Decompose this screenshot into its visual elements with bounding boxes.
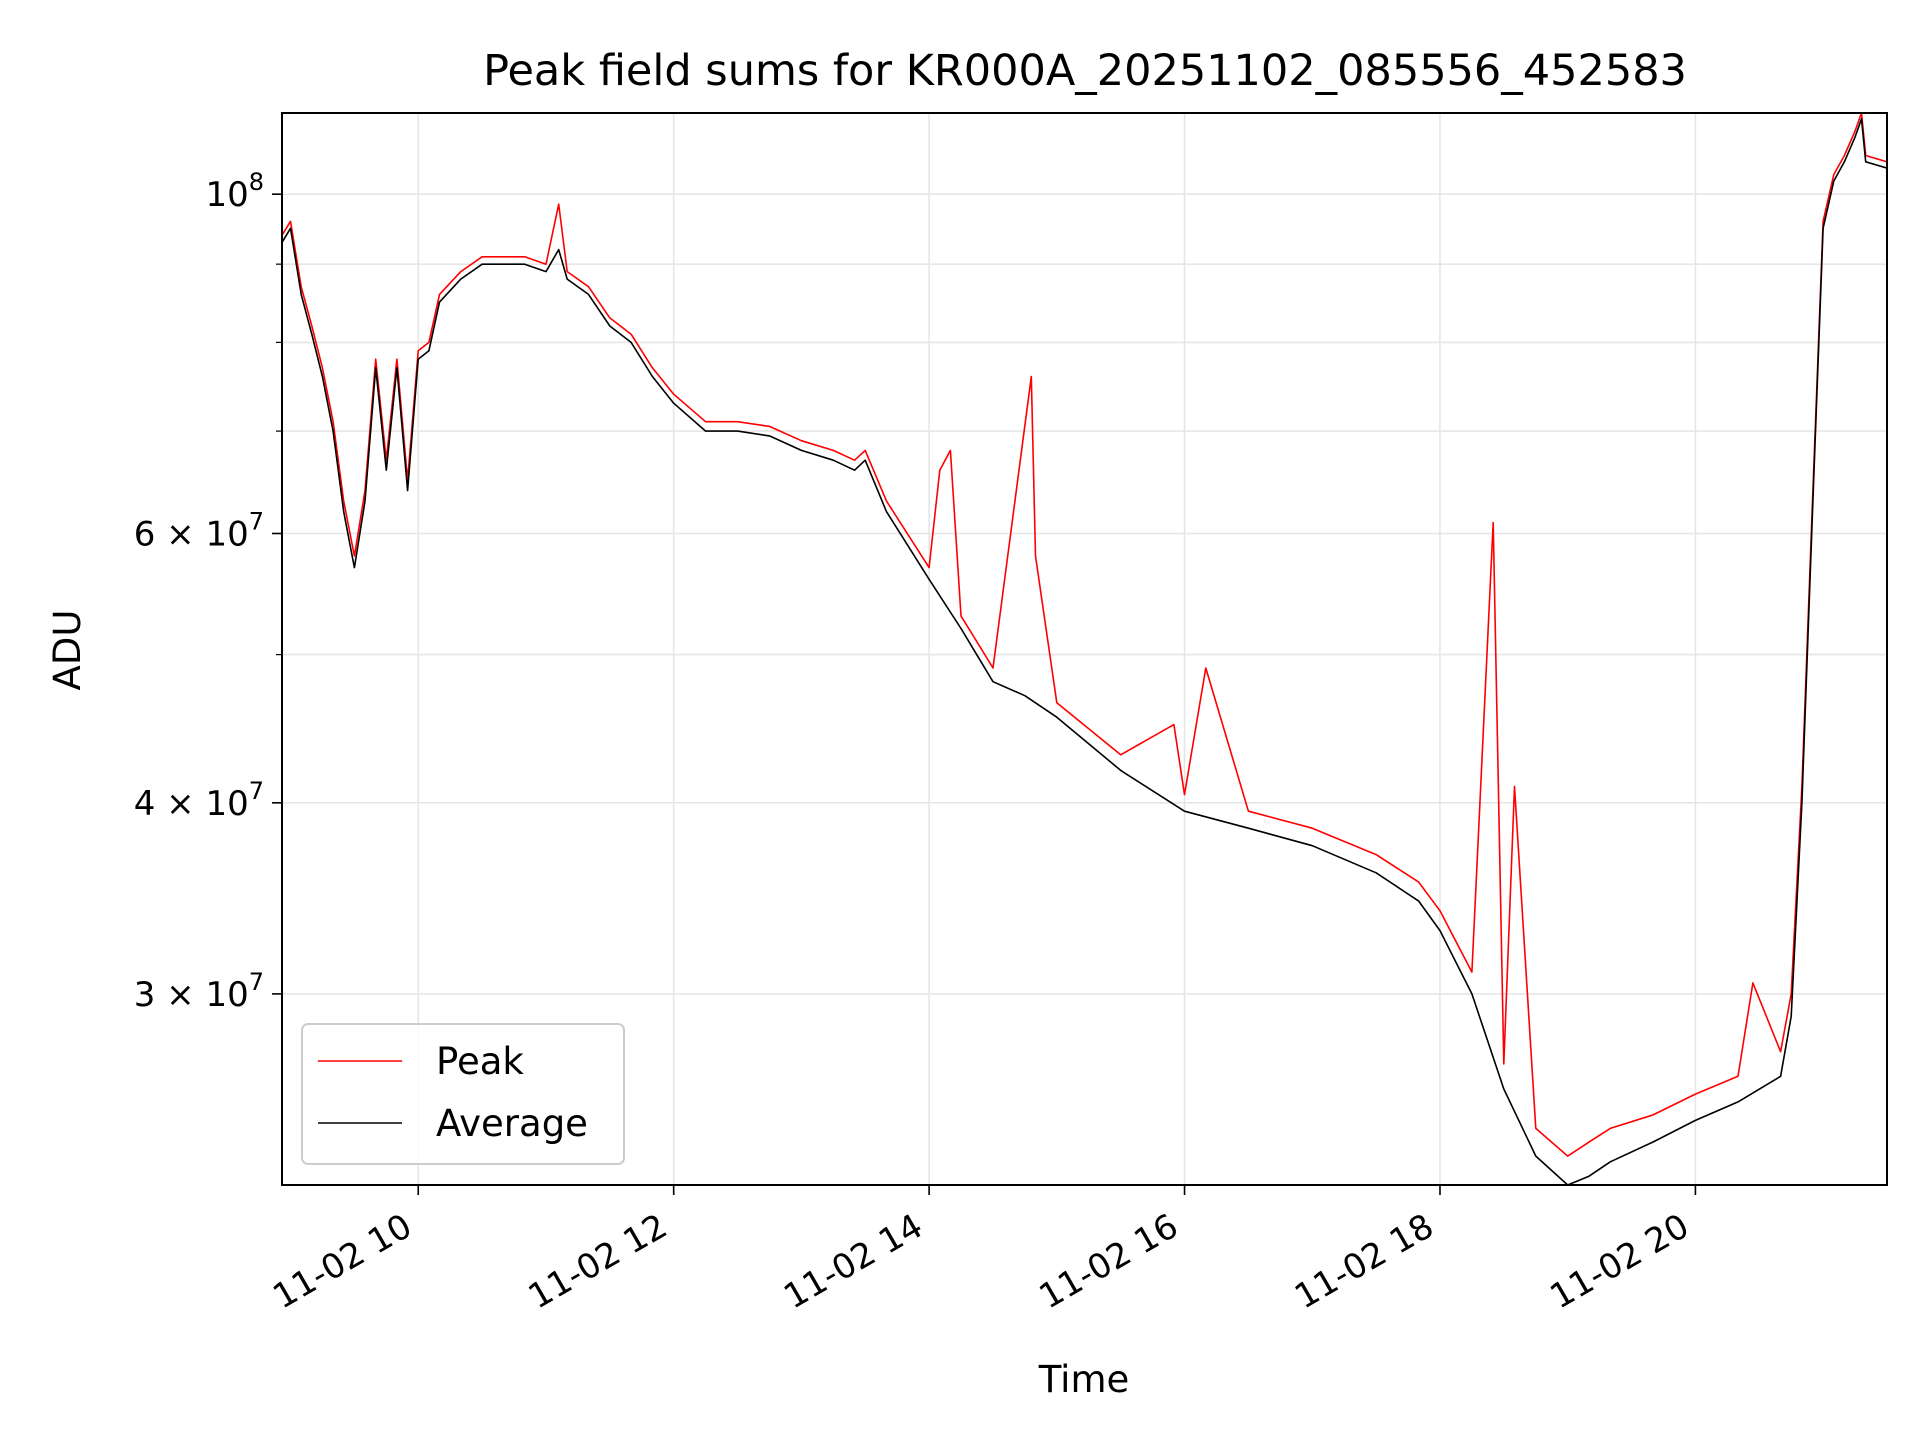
plot-frame: [281, 112, 1888, 1186]
y-ticks: 108 6 × 107 4 × 107 3 × 107: [134, 168, 282, 1015]
series-layer: [282, 113, 1887, 1185]
y-tick-label: 4 × 107: [134, 777, 264, 824]
chart-title: Peak field sums for KR000A_20251102_0855…: [483, 46, 1687, 96]
legend-box: [301, 1023, 625, 1165]
plot-area: [282, 113, 1887, 1185]
series-line-average: [282, 118, 1887, 1185]
legend-average-label: Average: [436, 1102, 588, 1145]
y-tick-label: 108: [205, 168, 264, 215]
legend-peak-label: Peak: [436, 1040, 524, 1083]
y-tick-label: 6 × 107: [134, 507, 264, 554]
y-axis-label: ADU: [46, 610, 89, 691]
legend: Peak Average: [301, 1023, 625, 1165]
y-tick-label: 3 × 107: [134, 968, 264, 1015]
grid: [282, 113, 1887, 1185]
x-axis-label: Time: [1038, 1358, 1130, 1401]
